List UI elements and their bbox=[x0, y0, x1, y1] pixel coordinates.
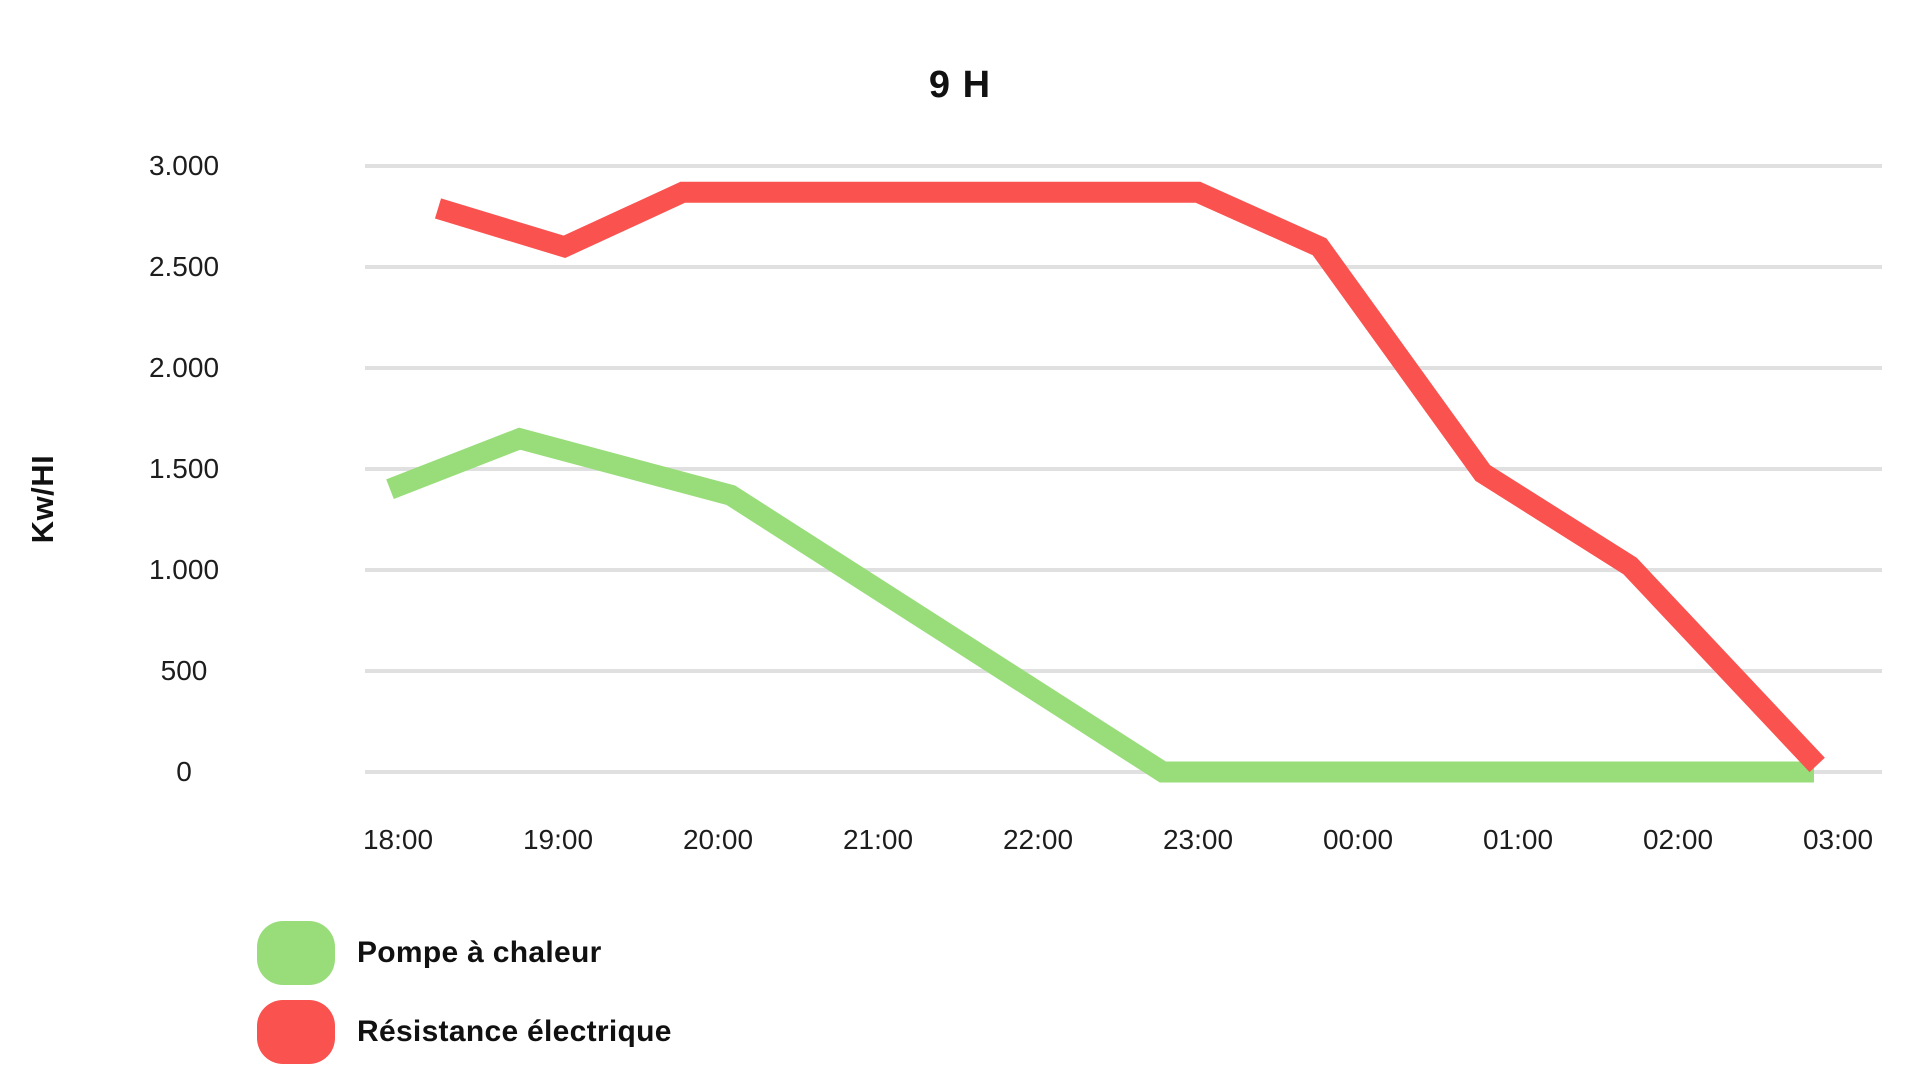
x-tick-label: 02:00 bbox=[1642, 824, 1714, 855]
legend-item-pompe-a-chaleur: Pompe à chaleur bbox=[257, 921, 672, 985]
x-tick-label: 21:00 bbox=[842, 824, 914, 855]
legend-item-resistance-electrique: Résistance électrique bbox=[257, 1000, 672, 1064]
chart-title: 9 H bbox=[928, 64, 992, 106]
legend-label: Pompe à chaleur bbox=[357, 936, 602, 969]
x-tick-label: 19:00 bbox=[522, 824, 594, 855]
x-tick-label: 03:00 bbox=[1802, 824, 1874, 855]
y-tick-label: 1.000 bbox=[148, 554, 220, 585]
y-tick-label: 2.500 bbox=[148, 251, 220, 282]
x-tick-label: 20:00 bbox=[682, 824, 754, 855]
x-tick-label: 23:00 bbox=[1162, 824, 1234, 855]
legend-label: Résistance électrique bbox=[357, 1015, 672, 1048]
legend: Pompe à chaleur Résistance électrique bbox=[257, 921, 672, 1079]
series-line-resistance-electrique bbox=[434, 181, 1825, 773]
y-tick-label: 1.500 bbox=[148, 453, 220, 484]
legend-swatch-icon bbox=[257, 921, 335, 985]
y-tick-label: 2.000 bbox=[148, 352, 220, 383]
legend-swatch-icon bbox=[257, 1000, 335, 1064]
x-tick-label: 00:00 bbox=[1322, 824, 1394, 855]
x-tick-label: 22:00 bbox=[1002, 824, 1074, 855]
series-lines bbox=[386, 181, 1825, 783]
series-line-pompe-a-chaleur bbox=[386, 427, 1814, 783]
y-tick-label: 3.000 bbox=[148, 150, 220, 181]
x-tick-label: 01:00 bbox=[1482, 824, 1554, 855]
x-tick-label: 18:00 bbox=[362, 824, 434, 855]
y-tick-label: 500 bbox=[160, 655, 208, 686]
y-tick-label: 0 bbox=[176, 756, 192, 787]
